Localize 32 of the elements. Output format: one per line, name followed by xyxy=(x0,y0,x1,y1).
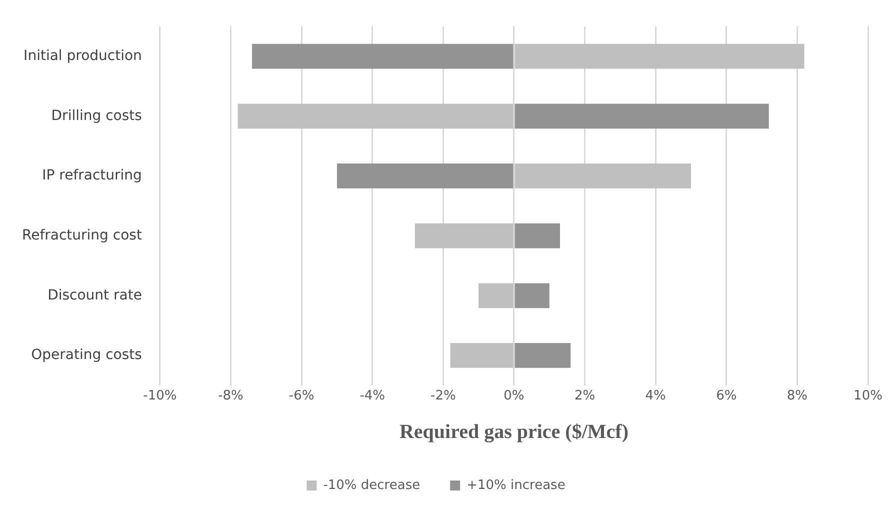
x-tick-label: -4% xyxy=(360,388,386,404)
legend-label: -10% decrease xyxy=(323,478,420,493)
x-tick-label: 0% xyxy=(504,388,524,404)
x-tick-label: 2% xyxy=(574,388,596,404)
x-tick-label: -2% xyxy=(430,388,456,404)
bar xyxy=(336,164,514,188)
x-tick-label: 8% xyxy=(786,388,808,404)
x-tick-label: 6% xyxy=(716,388,737,404)
y-tick-label: Discount rate xyxy=(48,287,142,304)
bar xyxy=(450,343,514,368)
y-tick-label: Initial production xyxy=(24,48,142,64)
bar xyxy=(514,283,550,308)
bar xyxy=(238,104,514,129)
y-tick-label: Operating costs xyxy=(31,347,142,364)
x-tick-label: 4% xyxy=(645,388,666,404)
bar xyxy=(514,343,571,368)
y-tick-label: IP refracturing xyxy=(42,168,142,184)
x-axis-title: Required gas price ($/Mcf) xyxy=(399,421,628,444)
bar xyxy=(514,223,560,248)
x-tick-label: -8% xyxy=(218,388,244,404)
x-tick-label: 10% xyxy=(854,388,882,404)
bar xyxy=(514,44,804,69)
bar xyxy=(478,283,514,308)
y-tick-label: Drilling costs xyxy=(51,108,142,124)
legend-label: +10% increase xyxy=(466,478,566,493)
x-tick-label: -10% xyxy=(143,388,177,404)
y-tick-label: Refracturing cost xyxy=(22,227,142,244)
bar xyxy=(414,223,514,248)
bar xyxy=(252,44,514,69)
bar xyxy=(514,104,769,129)
x-tick-label: -6% xyxy=(288,388,314,404)
bar xyxy=(514,164,691,188)
